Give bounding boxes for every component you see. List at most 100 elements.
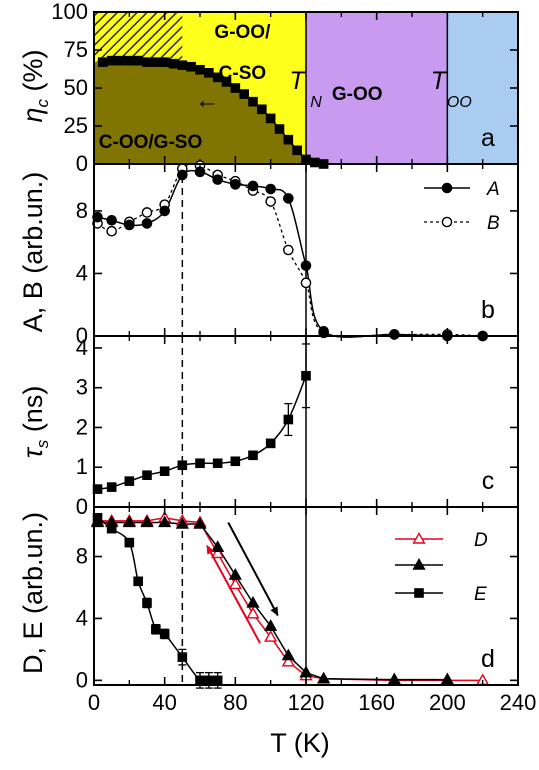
- data-point: [301, 370, 311, 381]
- data-point: [151, 57, 161, 67]
- region-label-g-oo-c-so: C-SO: [219, 63, 267, 84]
- series-a-point: [247, 180, 259, 192]
- panel-letter: b: [481, 296, 495, 324]
- data-point: [159, 57, 170, 67]
- series-d-point: [246, 606, 260, 619]
- series-b-point: [283, 244, 294, 256]
- y-tick-label: 25: [64, 113, 88, 138]
- data-point: [177, 60, 188, 71]
- y-tick-label: 100: [51, 0, 88, 24]
- y-tick-label: 8: [76, 544, 88, 569]
- data-point: [115, 55, 126, 66]
- y-tick-label: 4: [76, 605, 88, 630]
- series-a-point: [300, 260, 312, 271]
- data-point: [283, 414, 294, 425]
- series-a-point: [389, 329, 400, 340]
- heating-arrow-red: [206, 544, 261, 644]
- panel-b: AB 0 4 8 b: [76, 160, 519, 348]
- series-triangle-point: [299, 665, 313, 678]
- y-axis-title-panel-a: ηc (%): [18, 50, 52, 123]
- legend-label-b: B: [487, 213, 500, 234]
- panel-letter: c: [482, 467, 495, 495]
- data-point: [98, 57, 108, 67]
- series-a-point: [230, 179, 241, 190]
- series-triangle-point: [387, 672, 401, 685]
- series-e-point: [159, 629, 170, 639]
- series-e-point: [133, 576, 143, 587]
- series-e-point: [106, 523, 117, 534]
- data-point: [124, 55, 135, 66]
- y-tick-label: 0: [76, 494, 88, 519]
- data-point: [168, 58, 179, 69]
- series-e-point: [142, 598, 152, 608]
- series-a-point: [141, 218, 153, 229]
- series-e-point: [124, 537, 135, 548]
- legend-label-d: D: [474, 530, 488, 551]
- legend-label-a: A: [486, 179, 500, 200]
- data-point: [274, 124, 285, 134]
- series-triangle-point: [211, 540, 225, 552]
- y-axis-title-panel-c: τs (ns): [18, 386, 52, 459]
- arrow-annotation: ←: [195, 87, 219, 114]
- data-point: [142, 57, 152, 67]
- data-point: [265, 438, 276, 449]
- x-tick-label: 120: [288, 690, 325, 715]
- x-tick-label: 80: [223, 690, 247, 715]
- data-point: [177, 460, 188, 471]
- data-point: [283, 134, 294, 145]
- data-point: [186, 61, 196, 72]
- y-axis-title-panel-d: D, E (arb.un.): [18, 512, 48, 674]
- x-tick-label: 200: [429, 690, 466, 715]
- region-g-oo: [306, 12, 448, 164]
- series-d-point: [211, 546, 225, 559]
- data-point: [221, 77, 232, 87]
- y-tick-label: 75: [64, 37, 88, 62]
- series-triangle-point: [228, 568, 242, 580]
- series-triangle-point: [140, 515, 154, 528]
- series-a-point: [318, 326, 329, 337]
- series-b-point: [141, 207, 153, 218]
- label-t-oo-subscript: OO: [447, 94, 472, 111]
- series-b-point: [106, 225, 117, 237]
- legend-marker-e: [414, 588, 424, 598]
- legend-marker-a: [441, 182, 453, 194]
- legend-marker-triangle: [412, 557, 426, 570]
- series-a-point: [159, 205, 170, 217]
- y-tick-label: 1: [76, 454, 88, 479]
- data-point: [106, 55, 117, 66]
- series-d-point: [281, 654, 295, 667]
- data-point: [310, 157, 320, 168]
- series-d-point: [228, 577, 242, 590]
- label-t-oo: T: [431, 67, 448, 95]
- series-triangle-point: [264, 619, 278, 631]
- data-point: [195, 64, 205, 75]
- y-tick-label: 8: [76, 198, 88, 223]
- data-point: [124, 476, 135, 486]
- label-t-n: T: [289, 67, 306, 95]
- series-triangle-point: [193, 516, 207, 529]
- legend-marker-d: [412, 531, 426, 544]
- series-d-point: [264, 629, 278, 642]
- series-b-point: [265, 196, 276, 207]
- series-triangle-point: [175, 516, 189, 529]
- series-triangle-point: [246, 595, 260, 608]
- series-triangle-line: [97, 521, 448, 681]
- data-point: [292, 145, 302, 156]
- region-label-c-oo-g-so: C-OO/G-SO: [99, 132, 202, 153]
- data-point: [212, 458, 223, 469]
- panel-c: 0 1 2 3 4 c: [76, 335, 519, 519]
- data-point: [230, 83, 241, 93]
- legend-marker-b: [441, 216, 453, 228]
- data-point: [159, 466, 170, 477]
- series-e-point: [177, 652, 188, 662]
- x-axis-title: T (K): [270, 728, 330, 758]
- hatched-region: [94, 12, 183, 63]
- series-a-point: [265, 183, 276, 195]
- series-a-point: [124, 219, 135, 231]
- x-tick-label: 160: [358, 690, 395, 715]
- series-triangle-point: [158, 515, 172, 528]
- data-point: [133, 55, 143, 66]
- series-e-point: [151, 624, 161, 635]
